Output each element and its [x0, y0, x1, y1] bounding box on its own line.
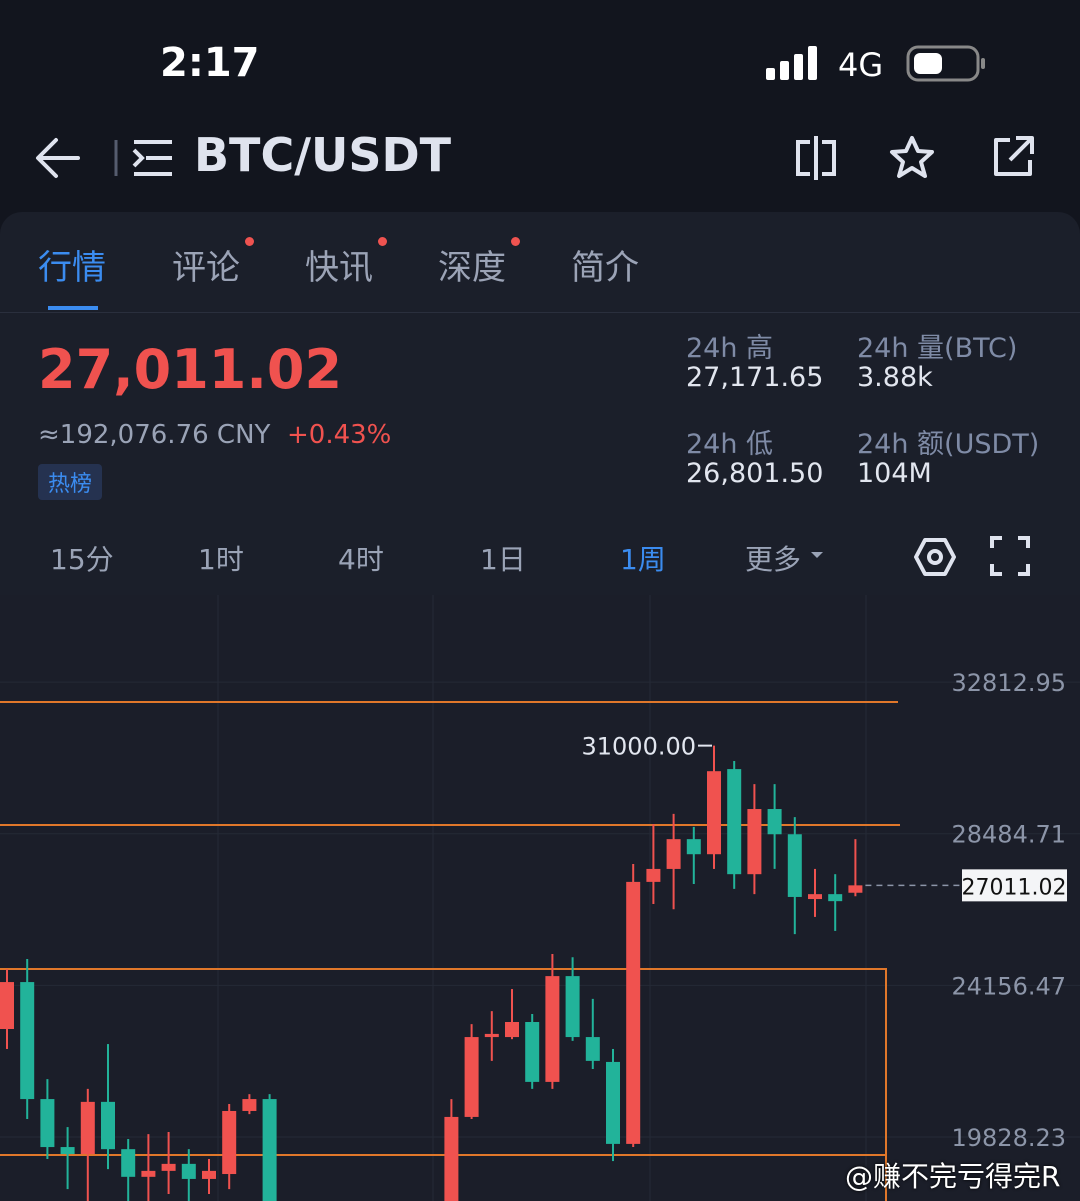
candle-body: [101, 1101, 115, 1150]
divider: [0, 312, 1080, 313]
candle-body: [606, 1061, 620, 1144]
candle-body: [525, 1022, 540, 1082]
candles: [0, 745, 863, 1201]
chart-background: [0, 595, 1080, 1201]
candle-body: [141, 1170, 156, 1177]
last-price-label: 27011.02: [962, 875, 1067, 900]
hot-badge[interactable]: 热榜: [38, 464, 103, 500]
candle-body: [666, 839, 681, 869]
pair-title: BTC/USDT: [194, 128, 452, 182]
candle-body: [60, 1147, 75, 1155]
stat-value: 27,171.65: [686, 362, 824, 393]
candle-body: [202, 1170, 216, 1179]
candle-body: [848, 885, 863, 893]
timeframe[interactable]: 1时: [198, 543, 244, 576]
candle-body: [828, 894, 843, 902]
fullscreen-button[interactable]: [990, 536, 1030, 576]
pair-menu-button[interactable]: [112, 136, 178, 180]
indicator-settings-button[interactable]: [914, 536, 956, 578]
timeframe[interactable]: 更多: [745, 543, 802, 576]
candle-body: [787, 834, 802, 897]
candle-body: [626, 881, 641, 1144]
candle-body: [0, 982, 14, 1030]
battery-icon: [906, 45, 985, 82]
network-type: 4G: [838, 46, 884, 84]
candle-body: [585, 1037, 600, 1061]
compare-button[interactable]: [792, 136, 840, 180]
tab[interactable]: 简介: [571, 248, 639, 288]
price-change: +0.43%: [287, 420, 392, 450]
y-tick-label: 19828.23: [951, 1124, 1066, 1152]
last-price: 27,011.02: [38, 338, 343, 401]
timeframe[interactable]: 1周: [620, 543, 666, 576]
timeframe[interactable]: 4时: [338, 543, 384, 576]
candle-body: [646, 868, 661, 882]
candlestick-chart: 32812.95 28484.71 24156.47 19828.23 31000.00…: [0, 595, 1080, 1201]
candle-body: [565, 976, 580, 1038]
favorite-button[interactable]: [888, 134, 936, 180]
tab[interactable]: 行情: [38, 248, 106, 288]
badge-dot: [378, 237, 387, 246]
signal-icon: [766, 46, 817, 80]
stat-label: 24h 低: [686, 429, 774, 460]
back-button[interactable]: [34, 136, 84, 180]
clock: 2:17: [160, 40, 260, 86]
candle-body: [505, 1022, 519, 1038]
y-tick-label: 32812.95: [951, 669, 1066, 697]
candle-body: [747, 809, 762, 875]
stat-label: 24h 额(USDT): [857, 429, 1040, 460]
candle-body: [727, 769, 742, 875]
candle-body: [40, 1099, 55, 1148]
last-price-box: [962, 869, 1067, 902]
candle-body: [262, 1099, 277, 1201]
stat-value: 104M: [857, 458, 932, 489]
candle-body: [808, 894, 822, 900]
high-marker-label: 31000.00: [581, 733, 696, 761]
candle-body: [121, 1149, 136, 1177]
share-button[interactable]: [990, 134, 1036, 180]
candle-body: [484, 1033, 499, 1038]
tab[interactable]: 快讯: [305, 248, 373, 288]
candle-body: [545, 976, 560, 1082]
candle-body: [707, 771, 721, 855]
badge-dot: [245, 237, 254, 246]
candle-body: [686, 839, 701, 855]
candle-body: [80, 1101, 95, 1155]
candle-body: [464, 1037, 479, 1117]
tab[interactable]: 深度: [438, 248, 506, 288]
candle-body: [181, 1163, 196, 1179]
candle-body: [242, 1099, 257, 1111]
badge-dot: [511, 237, 520, 246]
overlay: 32812.95 28484.71 24156.47 19828.23 31000.00…: [581, 669, 1067, 1152]
stat-value: 3.88k: [857, 362, 933, 393]
watermark: @赚不完亏得完R: [845, 1160, 1061, 1193]
vertical-grid: [217, 595, 867, 1201]
candle-body: [20, 982, 35, 1100]
timeframe[interactable]: 1日: [480, 543, 526, 576]
candle-body: [767, 809, 782, 835]
candle-body: [444, 1116, 459, 1201]
y-tick-label: 24156.47: [951, 972, 1066, 1000]
candle-body: [222, 1110, 237, 1175]
timeframe[interactable]: 15分: [50, 543, 114, 576]
stat-label: 24h 高: [686, 333, 774, 364]
cny-price: ≈192,076.76 CNY: [38, 420, 271, 450]
tab-indicator: [48, 306, 98, 310]
dropdown-arrow: [811, 552, 823, 558]
grid: [0, 681, 1080, 1138]
y-tick-label: 28484.71: [951, 821, 1066, 849]
tab[interactable]: 评论: [172, 248, 240, 288]
stat-value: 26,801.50: [686, 458, 824, 489]
stat-label: 24h 量(BTC): [857, 333, 1018, 364]
candle-body: [161, 1163, 176, 1171]
